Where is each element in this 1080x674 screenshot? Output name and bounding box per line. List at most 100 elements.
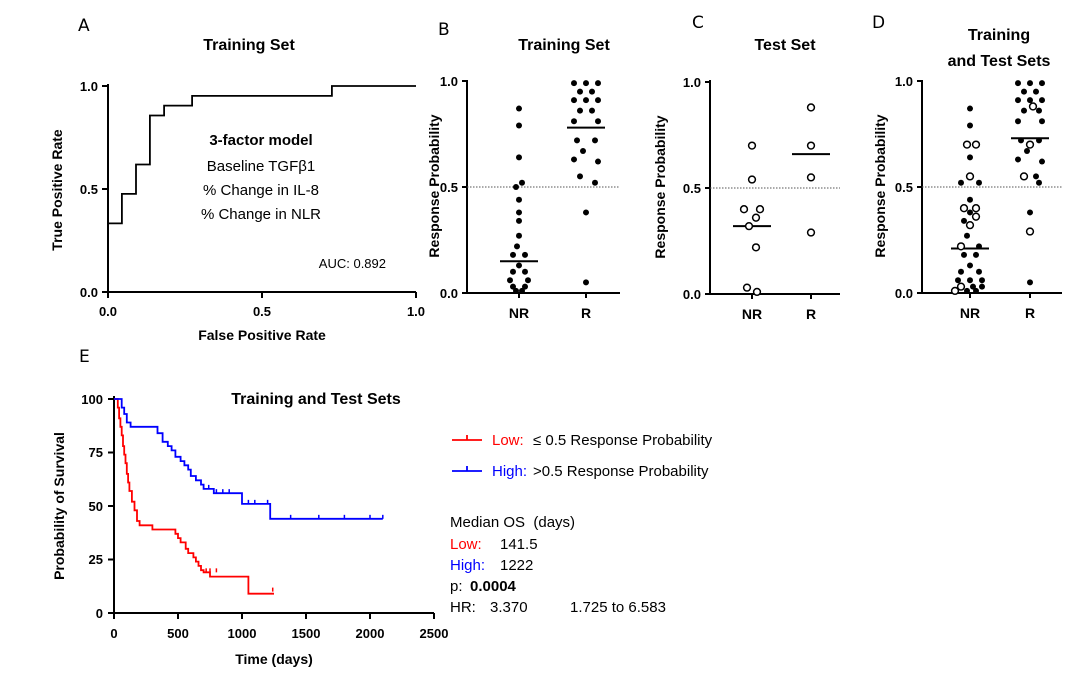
data-point-filled [595,80,601,87]
km-y-tick-label: 75 [89,445,103,460]
data-point-open [971,204,981,213]
hazard-ratio-label: HR: [450,599,476,616]
data-point-open [739,205,749,214]
data-point-filled [976,179,982,186]
dot-plot-title: Test Set [754,37,816,54]
data-point-filled [1036,137,1042,144]
data-point-filled [964,287,970,294]
panel-b: B Training Set Response Probability 1.0 … [426,20,620,321]
roc-y-tick-label: 1.0 [80,79,98,94]
auc-label: AUC: 0.892 [319,256,386,271]
data-point-filled [967,105,973,112]
data-point-filled [519,179,525,186]
category-label-nr: NR [960,305,980,321]
data-point-filled [513,184,519,190]
km-x-tick-label: 1000 [228,626,257,641]
data-point-open [959,204,969,213]
data-point-filled [583,80,589,87]
km-y-tick-label: 50 [89,499,103,514]
panel-c: C Test Set Response Probability 1.0 0.5 … [652,13,840,322]
data-point-filled [592,137,598,144]
data-point-filled [1027,97,1033,104]
hazard-ratio-value: 3.370 [490,599,528,616]
data-point-filled [1036,179,1042,186]
data-point-open [965,172,975,181]
data-point-filled [1018,137,1024,144]
dot-plot-title: and Test Sets [948,53,1051,70]
data-point-open [747,141,757,150]
category-label-nr: NR [742,306,762,322]
data-point-open [747,175,757,184]
data-point-open [742,283,752,292]
y-tick-label: 1.0 [440,74,458,89]
y-tick-label: 0.0 [895,286,913,301]
data-point-filled [577,173,583,180]
y-tick-label: 1.0 [683,75,701,90]
data-point-open [1025,227,1035,236]
roc-title: Training Set [203,37,295,54]
data-point-filled [571,118,577,125]
category-label-r: R [806,306,816,322]
data-point-open [806,103,816,112]
y-tick-label: 0.0 [683,287,701,302]
panel-label-b: B [438,20,450,40]
data-point-open [971,140,981,149]
data-point-filled [967,196,973,203]
data-point-filled [583,279,589,286]
dot-plot-title: Training Set [518,37,610,54]
data-point-filled [513,287,519,294]
median-os-header: Median OS (days) [450,514,575,531]
data-point-filled [967,262,973,269]
panel-label-a: A [78,16,90,36]
data-point-filled [510,283,516,290]
data-point-filled [979,277,985,284]
km-x-tick-label: 0 [110,626,117,641]
data-point-open [971,212,981,221]
data-point-filled [589,88,595,95]
data-point-filled [1027,279,1033,286]
data-point-filled [519,287,525,294]
median-os-high-label: High: [450,557,485,574]
category-label-r: R [581,305,591,321]
hazard-ratio-ci: 1.725 to 6.583 [570,599,666,616]
km-x-tick-label: 2500 [420,626,449,641]
data-point-open [956,242,966,251]
data-point-filled [595,118,601,125]
data-point-filled [1033,88,1039,95]
data-point-filled [510,251,516,258]
data-point-open [744,222,754,231]
legend-low-text: ≤ 0.5 Response Probability [533,432,713,449]
y-tick-label: 0.5 [440,180,458,195]
data-point-open [806,141,816,150]
model-title: 3-factor model [209,132,312,149]
data-point-open [751,243,761,252]
data-point-filled [522,268,528,275]
legend-high-text: >0.5 Response Probability [533,463,709,480]
data-point-filled [1036,107,1042,114]
data-point-filled [516,262,522,269]
data-point-filled [1039,158,1045,165]
data-point-filled [571,80,577,87]
km-legend: Low: ≤ 0.5 Response Probability High: >0… [452,432,713,480]
km-y-tick-label: 100 [81,392,103,407]
dot-plot-y-axis-label: Response Probability [426,114,442,257]
dot-plot-y-axis-label: Response Probability [652,115,668,258]
data-point-open [956,282,966,291]
y-tick-label: 0.5 [683,181,701,196]
panel-label-e: E [79,347,90,367]
km-x-axis-label: Time (days) [235,651,313,667]
roc-curve [107,85,416,292]
data-point-filled [979,283,985,290]
data-point-filled [1027,209,1033,216]
data-point-filled [967,277,973,284]
panel-e: E Training and Test Sets Probability of … [51,347,713,667]
data-point-filled [958,179,964,186]
data-point-filled [1039,97,1045,104]
dot-plot-y-axis-label: Response Probability [872,114,888,257]
data-point-filled [967,209,973,216]
data-point-filled [955,277,961,284]
km-x-tick-label: 2000 [356,626,385,641]
data-point-open [1028,102,1038,111]
data-point-filled [1015,80,1021,87]
